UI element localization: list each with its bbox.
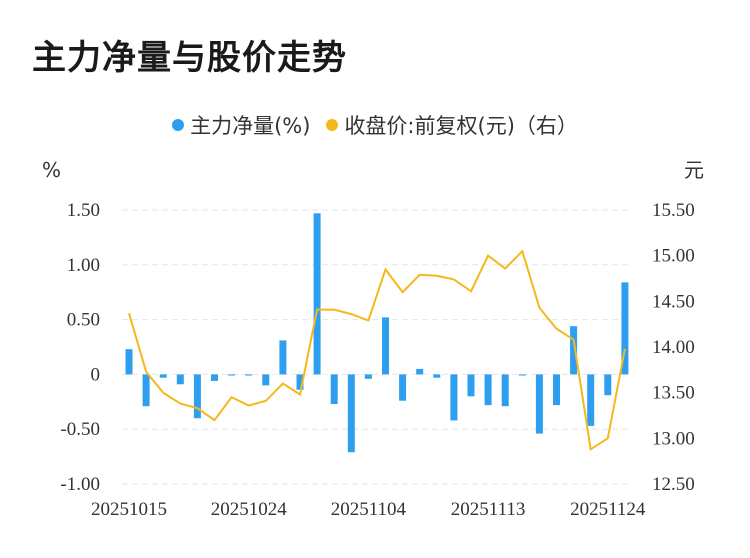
legend-item-bar[interactable]: 主力净量(%) <box>172 110 310 140</box>
bar <box>416 368 424 375</box>
right-tick-label: 14.00 <box>652 337 695 358</box>
bar <box>467 374 475 397</box>
right-tick-label: 13.50 <box>652 383 695 404</box>
bar <box>159 374 167 378</box>
bar <box>382 317 389 375</box>
x-tick-label: 20251015 <box>91 499 167 520</box>
legend-line-label: 收盘价:前复权(元)（右） <box>344 114 578 138</box>
bar <box>142 374 150 407</box>
bar <box>296 374 304 390</box>
left-axis-unit: % <box>42 158 61 182</box>
left-tick-label: -0.50 <box>60 419 100 440</box>
bar-series <box>125 213 629 453</box>
price-line <box>128 249 626 451</box>
left-tick-label: 0 <box>91 364 101 385</box>
left-axis: 1.50 1.00 0.50 0 -0.50 -1.00 <box>60 200 100 495</box>
legend-item-line[interactable]: 收盘价:前复权(元)（右） <box>326 110 578 140</box>
bar <box>484 374 492 406</box>
right-tick-label: 15.00 <box>652 246 695 267</box>
bar <box>570 326 578 375</box>
bar <box>501 374 509 407</box>
bar <box>347 374 355 453</box>
bar <box>330 374 338 404</box>
bar <box>399 374 407 401</box>
bar <box>450 374 458 421</box>
bar <box>621 282 629 375</box>
bar <box>535 374 543 434</box>
bar <box>245 374 253 376</box>
right-tick-label: 15.50 <box>652 200 695 221</box>
x-tick-label: 20251124 <box>570 499 646 520</box>
legend-line-marker-icon <box>326 119 339 131</box>
bar <box>262 374 270 386</box>
bar <box>228 374 236 376</box>
bar <box>433 374 441 378</box>
right-axis: 15.50 15.00 14.50 14.00 13.50 13.00 12.50 <box>652 200 695 495</box>
bar <box>313 213 321 375</box>
bar <box>587 374 595 426</box>
left-tick-label: -1.00 <box>60 474 100 495</box>
x-axis: 20251015 20251024 20251104 20251113 20251124 <box>91 499 646 520</box>
grid-lines <box>122 209 632 485</box>
x-tick-label: 20251113 <box>451 499 526 520</box>
bar <box>518 374 526 376</box>
bar <box>364 374 372 379</box>
bar <box>553 374 560 406</box>
chart-legend: 主力净量(%) 收盘价:前复权(元)（右） <box>0 110 750 140</box>
bar <box>193 374 201 419</box>
left-tick-label: 1.50 <box>67 200 100 221</box>
bar <box>279 340 287 375</box>
bar <box>125 349 133 375</box>
bar <box>211 374 218 381</box>
right-tick-label: 13.00 <box>652 428 695 449</box>
right-axis-unit: 元 <box>684 158 704 182</box>
left-tick-label: 1.00 <box>67 255 100 276</box>
bar <box>176 374 184 385</box>
bar <box>604 374 612 396</box>
x-tick-label: 20251024 <box>211 499 288 520</box>
legend-bar-label: 主力净量(%) <box>190 114 311 138</box>
page-title: 主力净量与股价走势 <box>32 38 347 78</box>
legend-bar-marker-icon <box>172 119 185 131</box>
right-tick-label: 14.50 <box>652 291 695 312</box>
left-tick-label: 0.50 <box>67 310 100 331</box>
right-tick-label: 12.50 <box>652 474 695 495</box>
x-tick-label: 20251104 <box>331 499 407 520</box>
